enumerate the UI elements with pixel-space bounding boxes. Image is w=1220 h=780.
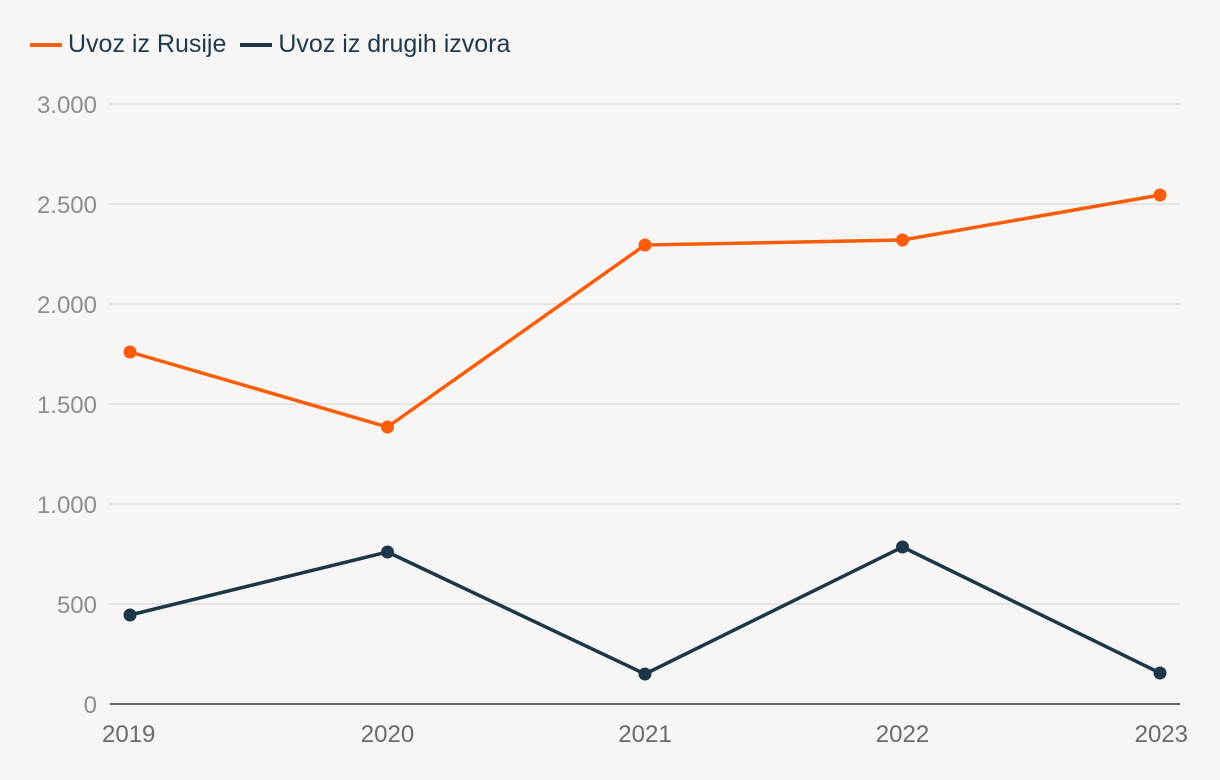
y-tick-label-2000: 2.000	[37, 292, 97, 319]
series-line-drugi-izvori	[128, 545, 1162, 676]
legend: Uvoz iz Rusije Uvoz iz drugih izvora	[30, 30, 510, 59]
x-tick-label-2023: 2023	[1135, 721, 1188, 748]
legend-item-rusija: Uvoz iz Rusije	[30, 30, 226, 59]
data-point-rusija-2023	[1153, 188, 1167, 202]
data-point-drugi-izvori-2023	[1153, 666, 1167, 680]
y-tick-label-1000: 1.000	[37, 492, 97, 519]
data-point-drugi-izvori-2022	[896, 540, 909, 554]
data-point-drugi-izvori-2019	[123, 608, 137, 622]
y-tick-label-1500: 1.500	[37, 392, 97, 419]
data-point-drugi-izvori-2021	[638, 667, 652, 681]
data-point-drugi-izvori-2020	[381, 545, 394, 559]
data-point-rusija-2020	[381, 420, 394, 434]
data-point-rusija-2021	[638, 238, 652, 252]
legend-swatch-rusija	[30, 42, 62, 47]
legend-swatch-drugi-izvori	[240, 42, 273, 47]
legend-label-drugi-izvori: Uvoz iz drugih izvora	[278, 30, 511, 58]
x-tick-label-2019: 2019	[102, 721, 155, 748]
legend-label-rusija: Uvoz iz Rusije	[68, 30, 227, 58]
y-tick-label-2500: 2.500	[37, 192, 97, 219]
y-tick-label-0: 0	[84, 692, 97, 719]
data-point-rusija-2019	[123, 345, 137, 359]
y-tick-label-500: 500	[57, 592, 97, 619]
series-line-rusija	[128, 193, 1162, 429]
data-point-rusija-2022	[896, 233, 909, 247]
legend-item-drugi-izvori: Uvoz iz drugih izvora	[240, 30, 510, 59]
x-tick-label-2020: 2020	[361, 721, 414, 748]
y-tick-label-3000: 3.000	[37, 92, 97, 119]
x-tick-label-2022: 2022	[876, 721, 929, 748]
x-tick-label-2021: 2021	[618, 721, 671, 748]
